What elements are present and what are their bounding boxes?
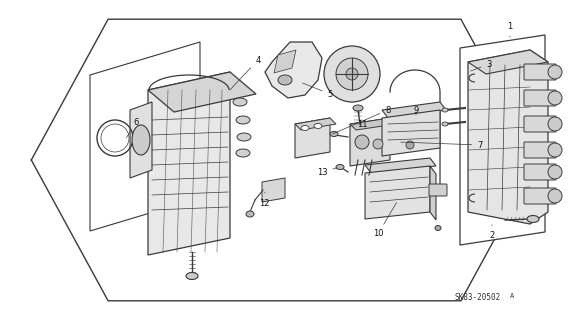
Text: 12: 12 (259, 192, 269, 207)
Circle shape (324, 46, 380, 102)
Ellipse shape (548, 91, 562, 105)
Text: 8: 8 (332, 106, 391, 134)
Text: A: A (510, 293, 514, 299)
Ellipse shape (435, 226, 441, 230)
Polygon shape (365, 166, 430, 219)
Text: 6: 6 (126, 117, 139, 138)
Ellipse shape (186, 273, 198, 279)
Circle shape (336, 58, 368, 90)
Ellipse shape (236, 116, 250, 124)
FancyBboxPatch shape (429, 184, 447, 196)
Text: 7: 7 (401, 140, 483, 149)
Ellipse shape (237, 133, 251, 141)
Polygon shape (262, 178, 285, 202)
Polygon shape (130, 102, 152, 178)
Polygon shape (148, 72, 256, 112)
Text: 2: 2 (489, 225, 494, 241)
Text: 3: 3 (471, 60, 492, 71)
FancyBboxPatch shape (524, 188, 556, 204)
Ellipse shape (132, 125, 150, 155)
FancyBboxPatch shape (524, 116, 556, 132)
Text: SK83-20502: SK83-20502 (455, 293, 501, 302)
FancyBboxPatch shape (524, 64, 556, 80)
Ellipse shape (236, 149, 250, 157)
Polygon shape (460, 35, 545, 245)
Ellipse shape (336, 164, 344, 170)
Ellipse shape (548, 65, 562, 79)
Polygon shape (350, 118, 396, 130)
Polygon shape (468, 50, 548, 74)
Ellipse shape (548, 165, 562, 179)
Text: 11: 11 (357, 112, 367, 129)
Ellipse shape (442, 108, 448, 112)
Ellipse shape (233, 98, 247, 106)
FancyBboxPatch shape (524, 90, 556, 106)
Polygon shape (430, 166, 436, 220)
Polygon shape (274, 50, 296, 73)
Polygon shape (265, 42, 322, 98)
Polygon shape (90, 42, 200, 231)
Text: 13: 13 (317, 167, 337, 177)
Text: 9: 9 (413, 106, 419, 115)
Polygon shape (382, 102, 446, 118)
Text: 1: 1 (508, 21, 513, 37)
Ellipse shape (548, 189, 562, 203)
Polygon shape (148, 72, 230, 255)
Ellipse shape (330, 132, 338, 137)
Polygon shape (295, 118, 330, 158)
Polygon shape (365, 158, 436, 173)
Text: 5: 5 (303, 83, 333, 99)
Polygon shape (295, 118, 336, 130)
Ellipse shape (548, 117, 562, 131)
Ellipse shape (246, 211, 254, 217)
Text: 10: 10 (373, 202, 397, 238)
Ellipse shape (527, 215, 539, 222)
Ellipse shape (278, 75, 292, 85)
FancyBboxPatch shape (524, 142, 556, 158)
Polygon shape (382, 110, 440, 156)
Polygon shape (468, 50, 548, 224)
Circle shape (346, 68, 358, 80)
Text: 4: 4 (230, 55, 261, 90)
FancyBboxPatch shape (524, 164, 556, 180)
Circle shape (373, 139, 383, 149)
Ellipse shape (301, 125, 309, 131)
Circle shape (406, 141, 414, 149)
Ellipse shape (314, 124, 322, 129)
Ellipse shape (353, 105, 363, 111)
Ellipse shape (548, 143, 562, 157)
Ellipse shape (442, 122, 448, 126)
Circle shape (355, 135, 369, 149)
Polygon shape (350, 118, 390, 166)
